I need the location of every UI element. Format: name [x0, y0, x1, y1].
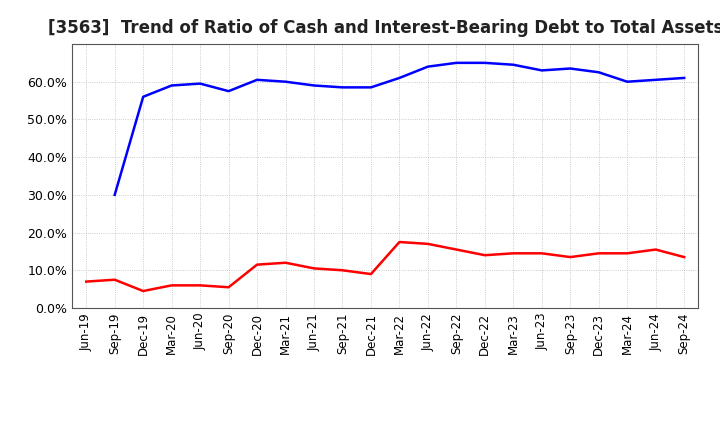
Interest-Bearing Debt	[452, 60, 461, 66]
Cash	[509, 251, 518, 256]
Cash	[395, 239, 404, 245]
Line: Cash: Cash	[86, 242, 684, 291]
Interest-Bearing Debt	[623, 79, 631, 84]
Interest-Bearing Debt	[110, 192, 119, 198]
Cash	[139, 288, 148, 293]
Title: [3563]  Trend of Ratio of Cash and Interest-Bearing Debt to Total Assets: [3563] Trend of Ratio of Cash and Intere…	[48, 19, 720, 37]
Cash	[253, 262, 261, 267]
Cash	[167, 283, 176, 288]
Cash	[110, 277, 119, 282]
Interest-Bearing Debt	[225, 88, 233, 94]
Interest-Bearing Debt	[310, 83, 318, 88]
Interest-Bearing Debt	[395, 75, 404, 81]
Cash	[82, 279, 91, 284]
Cash	[680, 254, 688, 260]
Cash	[595, 251, 603, 256]
Interest-Bearing Debt	[139, 94, 148, 99]
Interest-Bearing Debt	[167, 83, 176, 88]
Interest-Bearing Debt	[423, 64, 432, 69]
Interest-Bearing Debt	[196, 81, 204, 86]
Line: Interest-Bearing Debt: Interest-Bearing Debt	[114, 63, 684, 195]
Cash	[566, 254, 575, 260]
Cash	[452, 247, 461, 252]
Cash	[310, 266, 318, 271]
Interest-Bearing Debt	[595, 70, 603, 75]
Interest-Bearing Debt	[680, 75, 688, 81]
Cash	[366, 271, 375, 277]
Interest-Bearing Debt	[338, 85, 347, 90]
Cash	[480, 253, 489, 258]
Cash	[196, 283, 204, 288]
Cash	[537, 251, 546, 256]
Cash	[623, 251, 631, 256]
Interest-Bearing Debt	[366, 85, 375, 90]
Interest-Bearing Debt	[509, 62, 518, 67]
Interest-Bearing Debt	[480, 60, 489, 66]
Interest-Bearing Debt	[652, 77, 660, 82]
Interest-Bearing Debt	[282, 79, 290, 84]
Interest-Bearing Debt	[566, 66, 575, 71]
Interest-Bearing Debt	[253, 77, 261, 82]
Cash	[225, 285, 233, 290]
Interest-Bearing Debt	[537, 68, 546, 73]
Cash	[338, 268, 347, 273]
Cash	[282, 260, 290, 265]
Cash	[652, 247, 660, 252]
Cash	[423, 241, 432, 246]
